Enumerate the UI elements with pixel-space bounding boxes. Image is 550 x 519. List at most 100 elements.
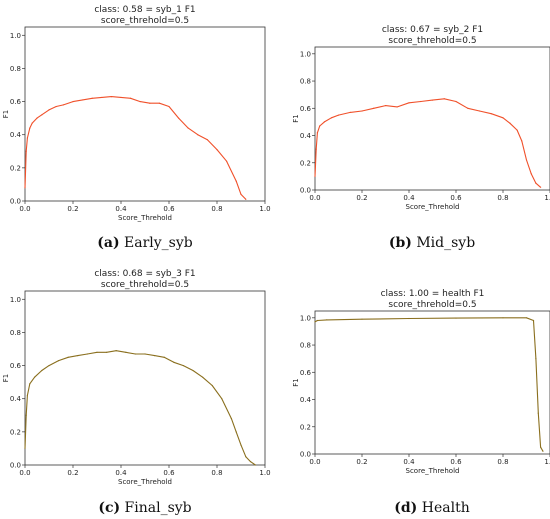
- panel-1-data-point: [55, 105, 57, 108]
- panel-2-data-point: [323, 121, 325, 123]
- panel-3-y-tick-label: 0.4: [10, 395, 22, 403]
- panel-2-x-tick-label: 1.0: [544, 194, 550, 202]
- panel-3-data-point: [221, 398, 223, 400]
- panel-4-y-tick-label: 0.6: [300, 369, 312, 377]
- panel-3-data-point: [192, 369, 194, 372]
- panel-1-y-tick-label: 1.0: [10, 32, 21, 40]
- panel-2-data-point: [319, 125, 321, 127]
- panel-1-data-point: [235, 180, 237, 182]
- panel-3-data-point: [134, 353, 136, 355]
- panel-2-x-tick-label: 0.0: [309, 194, 320, 202]
- panel-1-data-point: [178, 117, 180, 119]
- panel-2-data-point: [525, 159, 528, 161]
- panel-4-y-tick-label: 0.4: [300, 396, 312, 404]
- panel-3-data-point: [26, 394, 28, 396]
- panel-1-data-point: [24, 187, 26, 189]
- panel-2-data-point: [490, 113, 492, 115]
- panel-1-data-point: [226, 160, 228, 162]
- panel-3-title: class: 0.68 = syb_3 F1: [94, 269, 195, 279]
- panel-3-x-tick-label: 0.4: [115, 469, 127, 477]
- panel-2-caption-letter: (b): [389, 235, 412, 251]
- panel-2-data-point: [314, 175, 316, 177]
- panel-2-y-tick-label: 0.0: [300, 187, 311, 195]
- panel-4-axes-frame: [314, 310, 550, 455]
- panel-2-data-point: [455, 100, 457, 103]
- panel-1-data-point: [62, 104, 64, 106]
- panel-2-data-point: [408, 102, 410, 104]
- panel-4-data-point: [537, 412, 539, 414]
- panel-3-data-point: [29, 383, 31, 385]
- panel-4-x-tick-label: 0.2: [356, 458, 367, 466]
- panel-3-data-point: [25, 414, 27, 416]
- panel-2-data-point: [330, 117, 333, 119]
- panel-4-data-point: [525, 317, 528, 319]
- panel-2-y-axis-label: F1: [292, 114, 300, 122]
- panel-4-data-point: [408, 317, 410, 320]
- panel-1-y-tick-label: 0.6: [10, 98, 22, 106]
- panel-3-caption-letter: (c): [98, 500, 120, 516]
- panel-4-y-tick-label: 0.2: [300, 423, 311, 431]
- panel-3-data-point: [58, 360, 60, 362]
- panel-1-data-point: [101, 96, 103, 99]
- panel-2-x-tick-label: 0.4: [403, 194, 415, 202]
- panel-4-data-point: [542, 450, 544, 452]
- panel-1-data-point: [216, 149, 218, 151]
- panel-3-data-point: [211, 384, 213, 387]
- panel-4-caption-letter: (d): [394, 500, 417, 516]
- panel-1-data-point: [82, 99, 84, 101]
- panel-4-data-point: [455, 317, 457, 319]
- panel-1-caption-text: Early_syb: [120, 235, 193, 251]
- panel-2-title: class: 0.67 = syb_2 F1: [382, 25, 483, 35]
- panel-4-data-point: [502, 317, 504, 319]
- panel-2-data-point: [349, 111, 351, 113]
- panel-3-y-tick-label: 0.2: [10, 428, 21, 436]
- panel-4-data-point: [535, 358, 537, 360]
- panel-2-data-point: [516, 129, 518, 131]
- panel-1-data-point: [31, 122, 33, 124]
- panel-2-data-point: [384, 104, 387, 107]
- panel-2-series-line: [314, 98, 541, 188]
- panel-1-data-point: [36, 117, 38, 119]
- panel-2-data-point: [420, 100, 422, 103]
- panel-2-data-point: [502, 117, 504, 119]
- panel-4-series-line: [314, 317, 544, 452]
- panel-4-data-point: [314, 321, 316, 323]
- panel-2-axes-frame: [314, 46, 550, 191]
- panel-1-data-point: [158, 102, 160, 104]
- panel-3-axes-frame: [24, 290, 266, 466]
- panel-2-data-point: [315, 148, 317, 150]
- panel-3-series-line: [24, 350, 256, 466]
- panel-3-data-point: [41, 369, 43, 372]
- panel-2-data-point: [396, 106, 398, 108]
- panel-2-data-point: [443, 98, 445, 100]
- panel-2-data-point: [509, 122, 511, 124]
- panel-4-y-tick-label: 0.0: [300, 451, 311, 459]
- panel-3-data-point: [254, 464, 256, 466]
- panel-2-data-point: [373, 107, 375, 109]
- panel-1-x-axis-label: Score_Threhold: [118, 214, 172, 222]
- panel-3-data-point: [24, 447, 26, 450]
- panel-1-y-axis-label: F1: [2, 110, 10, 118]
- panel-2-caption-text: Mid_syb: [412, 235, 475, 251]
- panel-4-x-tick-label: 0.6: [450, 458, 462, 466]
- panel-4-data-point: [540, 446, 542, 448]
- panel-2-x-tick-label: 0.2: [356, 194, 367, 202]
- panel-1-data-point: [91, 97, 93, 99]
- panel-3-subtitle: score_threhold=0.5: [101, 280, 189, 290]
- panel-2-data-point: [521, 140, 523, 142]
- panel-4-data-point: [326, 319, 328, 321]
- panel-2-y-tick-label: 0.4: [300, 132, 312, 140]
- panel-3-data-point: [173, 361, 175, 363]
- panel-4-data-point: [532, 319, 535, 322]
- panel-1-data-point: [48, 109, 50, 111]
- panel-1-y-tick-label: 0.8: [10, 65, 21, 73]
- panel-1-caption: (a) Early_syb: [97, 235, 193, 251]
- panel-2-caption: (b) Mid_syb: [389, 235, 475, 251]
- panel-3-data-point: [202, 376, 204, 378]
- panel-4-x-tick-label: 1.0: [544, 458, 550, 466]
- panel-1-x-tick-label: 0.4: [115, 205, 127, 213]
- panel-2-x-axis-label: Score_Threhold: [406, 203, 460, 211]
- panel-1-data-point: [197, 134, 199, 136]
- panel-1-data-point: [240, 193, 242, 195]
- panel-2-y-tick-label: 0.8: [300, 78, 311, 86]
